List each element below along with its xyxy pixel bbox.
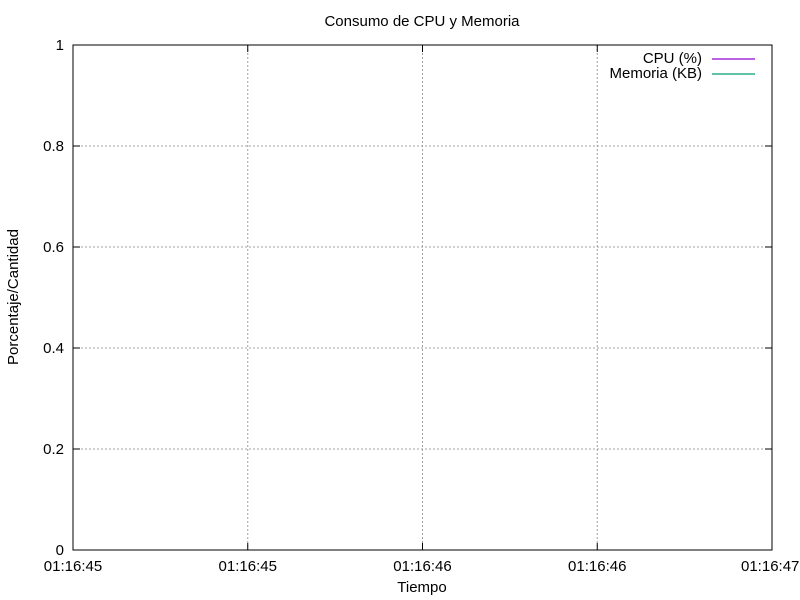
x-tick-label: 01:16:46 [393, 558, 451, 575]
y-tick-labels: 0 0.2 0.4 0.6 0.8 1 [43, 37, 64, 559]
x-tick-label: 01:16:45 [44, 558, 102, 575]
y-tick-label: 1 [56, 37, 64, 54]
legend-label-cpu: CPU (%) [643, 50, 702, 67]
x-tick-label: 01:16:47 [741, 558, 799, 575]
x-tick-label: 01:16:46 [568, 558, 626, 575]
x-tick-label: 01:16:45 [219, 558, 277, 575]
x-axis-label: Tiempo [397, 579, 446, 596]
y-tick-label: 0.6 [43, 239, 64, 256]
y-tick-label: 0.4 [43, 340, 64, 357]
grid-lines [73, 45, 772, 550]
legend-label-memory: Memoria (KB) [609, 65, 702, 82]
legend: CPU (%) Memoria (KB) [609, 50, 755, 82]
x-tick-labels: 01:16:45 01:16:45 01:16:46 01:16:46 01:16:47 [44, 558, 800, 575]
y-axis-label: Porcentaje/Cantidad [5, 229, 22, 365]
y-tick-label: 0 [56, 542, 64, 559]
chart-title: Consumo de CPU y Memoria [324, 13, 520, 30]
y-tick-label: 0.8 [43, 138, 64, 155]
y-tick-label: 0.2 [43, 441, 64, 458]
plot-frame [72, 44, 773, 551]
